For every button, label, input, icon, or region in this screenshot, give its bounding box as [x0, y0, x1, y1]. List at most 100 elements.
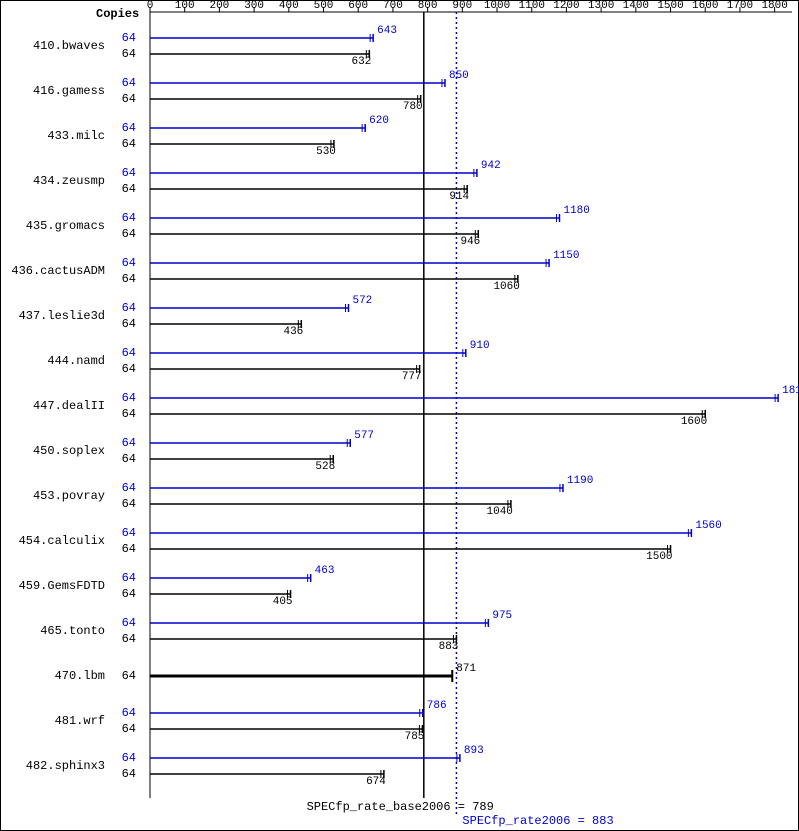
copies-value-peak: 64	[116, 31, 136, 45]
axis-tick-label: 600	[348, 0, 368, 12]
base-value-label: 674	[366, 776, 386, 788]
copies-value-peak: 64	[116, 571, 136, 585]
benchmark-name: 436.cactusADM	[0, 264, 105, 278]
copies-value-base: 64	[116, 632, 136, 646]
copies-value-peak: 64	[116, 301, 136, 315]
axis-tick-label: 800	[418, 0, 438, 12]
spec-chart: 0 100 200 300 400 500 600 700 800 900 1000 1100 1200…	[0, 0, 799, 831]
axis-tick-label: 1600	[692, 0, 718, 12]
benchmark-name: 410.bwaves	[0, 39, 105, 53]
benchmark-name: 437.leslie3d	[0, 309, 105, 323]
base-value-label: 436	[283, 326, 303, 338]
copies-value-base: 64	[116, 497, 136, 511]
base-value-label: 1600	[681, 416, 707, 428]
copies-value-peak: 64	[116, 751, 136, 765]
benchmark-name: 416.gamess	[0, 84, 105, 98]
benchmark-name: 447.dealII	[0, 399, 105, 413]
axis-tick-label: 1700	[727, 0, 753, 12]
axis-tick-label: 0	[147, 0, 154, 12]
axis-tick-label: 1100	[519, 0, 545, 12]
peak-value-label: 1180	[563, 205, 589, 217]
base-value-label: 785	[405, 731, 425, 743]
copies-value-peak: 64	[116, 436, 136, 450]
ref-peak-label: SPECfp_rate2006 = 883	[462, 814, 613, 828]
ref-base-label: SPECfp_rate_base2006 = 789	[307, 800, 494, 814]
axis-tick-label: 900	[452, 0, 472, 12]
copies-value-peak: 64	[116, 76, 136, 90]
axis-tick-label: 1200	[553, 0, 579, 12]
copies-value-peak: 64	[116, 526, 136, 540]
copies-value-base: 64	[116, 317, 136, 331]
copies-value-peak: 64	[116, 346, 136, 360]
peak-value-label: 1560	[695, 520, 721, 532]
benchmark-name: 434.zeusmp	[0, 174, 105, 188]
base-value-label: 946	[460, 236, 480, 248]
base-value-label: 528	[315, 461, 335, 473]
peak-value-label: 572	[352, 295, 372, 307]
peak-value-label: 620	[369, 115, 389, 127]
copies-value-peak: 64	[116, 481, 136, 495]
copies-value-base: 64	[116, 542, 136, 556]
copies-value-peak: 64	[116, 166, 136, 180]
copies-value-base: 64	[116, 137, 136, 151]
copies-value-base: 64	[116, 182, 136, 196]
copies-value-peak: 64	[116, 616, 136, 630]
peak-value-label: 643	[377, 25, 397, 37]
axis-tick-label: 1800	[761, 0, 787, 12]
base-value-label: 530	[316, 146, 336, 158]
peak-value-label: 786	[427, 700, 447, 712]
base-value-label: 405	[273, 596, 293, 608]
peak-value-label: 893	[464, 745, 484, 757]
benchmark-name: 450.soplex	[0, 444, 105, 458]
peak-value-label: 850	[449, 70, 469, 82]
base-value-label: 914	[449, 191, 469, 203]
benchmark-name: 459.GemsFDTD	[0, 579, 105, 593]
axis-tick-label: 1500	[657, 0, 683, 12]
copies-value-base: 64	[116, 227, 136, 241]
peak-value-label: 910	[470, 340, 490, 352]
copies-value-base: 64	[116, 452, 136, 466]
base-value-label: 1040	[487, 506, 513, 518]
copies-value-base: 64	[116, 92, 136, 106]
benchmark-name: 465.tonto	[0, 624, 105, 638]
copies-value-peak: 64	[116, 706, 136, 720]
peak-value-label: 1810	[782, 385, 799, 397]
peak-value-label: 463	[315, 565, 335, 577]
copies-value-base: 64	[116, 767, 136, 781]
copies-value-base: 64	[116, 722, 136, 736]
benchmark-name: 433.milc	[0, 129, 105, 143]
copies-value-peak: 64	[116, 391, 136, 405]
base-value-label: 871	[456, 663, 476, 675]
axis-tick-label: 300	[244, 0, 264, 12]
peak-value-label: 975	[492, 610, 512, 622]
benchmark-name: 481.wrf	[0, 714, 105, 728]
axis-tick-label: 400	[279, 0, 299, 12]
axis-tick-label: 200	[209, 0, 229, 12]
copies-value-base: 64	[116, 47, 136, 61]
axis-tick-label: 1400	[623, 0, 649, 12]
base-value-label: 632	[352, 56, 372, 68]
copies-value-base: 64	[116, 272, 136, 286]
benchmark-name: 454.calculix	[0, 534, 105, 548]
base-value-label: 777	[402, 371, 422, 383]
base-value-label: 780	[403, 101, 423, 113]
axis-tick-label: 1300	[588, 0, 614, 12]
copies-header: Copies	[96, 7, 139, 21]
peak-value-label: 942	[481, 160, 501, 172]
base-value-label: 1500	[646, 551, 672, 563]
benchmark-name: 470.lbm	[0, 669, 105, 683]
base-value-label: 1060	[493, 281, 519, 293]
base-value-label: 883	[439, 641, 459, 653]
copies-value-base: 64	[116, 669, 136, 683]
axis-tick-label: 1000	[484, 0, 510, 12]
peak-value-label: 1150	[553, 250, 579, 262]
copies-value-base: 64	[116, 587, 136, 601]
axis-tick-label: 700	[383, 0, 403, 12]
peak-value-label: 577	[354, 430, 374, 442]
benchmark-name: 444.namd	[0, 354, 105, 368]
axis-tick-label: 100	[175, 0, 195, 12]
copies-value-base: 64	[116, 407, 136, 421]
axis-tick-label: 500	[314, 0, 334, 12]
benchmark-name: 435.gromacs	[0, 219, 105, 233]
benchmark-name: 482.sphinx3	[0, 759, 105, 773]
